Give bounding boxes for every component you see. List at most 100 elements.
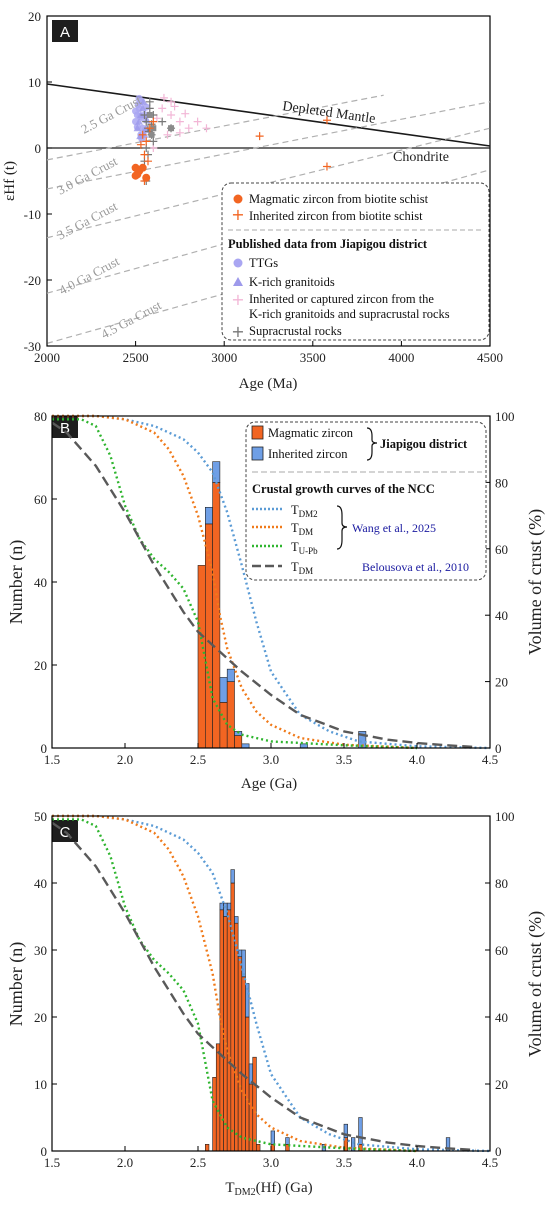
- legend-supra-marker: +: [231, 322, 244, 341]
- b-magmatic-bar-4: [226, 681, 235, 749]
- b-y2tick-label-3: 60: [495, 542, 508, 557]
- legend-b-bel-label: TDM: [291, 560, 313, 576]
- supra-box-3: [168, 125, 175, 132]
- c-inherited-bar-4: [223, 902, 228, 917]
- panel-a-ytick-label-3: 0: [35, 141, 42, 156]
- magmatic-point-4: [142, 173, 151, 182]
- panel-a-x-label: Age (Ma): [239, 376, 298, 392]
- b-xtick-label-3: 3.0: [263, 752, 279, 767]
- panel-c: C 1.5 2.0 2.5 3.0 3.5 4.0 4.501020304050020406…: [6, 809, 546, 1198]
- b-xtick-label-1: 2.0: [117, 752, 133, 767]
- legend-b-brace-1: [366, 427, 378, 461]
- panel-a-badge: [52, 20, 78, 42]
- magmatic-point-3: [138, 163, 147, 172]
- supra-point-13: [158, 117, 167, 126]
- panel-b-curves: [51, 414, 491, 750]
- legend-b-cite-belousova: Belousova et al., 2010: [362, 560, 469, 574]
- c-magmatic-bar-1: [212, 1077, 217, 1152]
- c-magmatic-bar-10: [245, 1016, 250, 1152]
- c-inherited-bar-15: [270, 1130, 275, 1145]
- c-y2tick-label-5: 100: [495, 809, 515, 824]
- legend-b-group1-label: Jiapigou district: [380, 437, 468, 451]
- b-ytick-label-3: 60: [34, 492, 47, 507]
- b-xtick-label-2: 2.5: [190, 752, 206, 767]
- inherited-point-8: [255, 132, 264, 141]
- c-magmatic-bar-2: [215, 1043, 221, 1152]
- c-ytick-label-0: 0: [41, 1144, 48, 1159]
- ttg-point-8: [135, 94, 143, 103]
- c-xtick-label-0: 1.5: [44, 1155, 60, 1170]
- legend-b-inherited-swatch: [251, 446, 264, 461]
- panel-a-legend: Magmatic zircon from biotite schist + In…: [221, 182, 490, 341]
- panel-a-xtick-label-3: 3500: [300, 350, 326, 365]
- panel-b-x-label: Age (Ga): [241, 776, 297, 792]
- captured-point-4: [167, 97, 176, 106]
- legend-captured-label-1: Inherited or captured zircon from the: [249, 292, 434, 306]
- b-magmatic-bar-0: [197, 565, 206, 749]
- legend-magmatic-marker: [233, 194, 243, 204]
- c-magmatic-bar-6: [230, 882, 235, 1152]
- legend-magmatic-label: Magmatic zircon from biotite schist: [249, 192, 429, 206]
- panel-c-bars: [205, 869, 451, 1152]
- legend-b-tdm2-label: TDM2: [291, 503, 318, 519]
- panel-c-y-label: Number (n): [6, 942, 27, 1026]
- supra-box-1: [148, 131, 155, 138]
- c-ytick-label-2: 20: [34, 1010, 47, 1025]
- b-ytick-label-1: 20: [34, 658, 47, 673]
- b-magmatic-bar-2: [212, 482, 221, 749]
- c-y2tick-label-3: 60: [495, 943, 508, 958]
- panel-c-ticks: 1.5 2.0 2.5 3.0 3.5 4.0 4.50102030405002040608…: [34, 809, 515, 1170]
- ttg-point-11: [132, 107, 140, 115]
- panel-a-ytick-label-4: 10: [28, 75, 41, 90]
- panel-c-y2-label: Volume of crust (%): [525, 911, 546, 1057]
- legend-supra-label: Supracrustal rocks: [249, 324, 342, 338]
- c-inherited-bar-7: [234, 916, 239, 924]
- depleted-mantle-line: [46, 83, 491, 147]
- panel-b-y-label: Number (n): [6, 540, 27, 624]
- panel-a-xtick-label-4: 4000: [388, 350, 414, 365]
- b-magmatic-bar-3: [219, 702, 228, 749]
- c-magmatic-bar-7: [234, 922, 239, 1152]
- b-tupb-curve: [52, 418, 418, 750]
- captured-point-8: [181, 109, 190, 118]
- b-magmatic-bar-1: [205, 523, 213, 749]
- chondrite-label: Chondrite: [393, 150, 449, 165]
- magmatic-point-5: [131, 171, 140, 180]
- panel-a-xtick-label-5: 4500: [477, 350, 503, 365]
- panel-a-ytick-label-0: -30: [24, 339, 41, 354]
- c-tdm-curve: [52, 814, 418, 1153]
- b-xtick-label-5: 4.0: [409, 752, 425, 767]
- panel-c-curves: [51, 814, 491, 1153]
- c-belousova-curve: [51, 821, 476, 1152]
- legend-b-cite-wang: Wang et al., 2025: [352, 521, 436, 535]
- b-inherited-bar-2: [212, 461, 221, 483]
- b-y2tick-label-1: 20: [495, 675, 508, 690]
- c-inherited-bar-16: [285, 1137, 290, 1145]
- c-ytick-label-5: 50: [34, 809, 47, 824]
- c-inherited-bar-5: [226, 902, 232, 911]
- c-ytick-label-4: 40: [34, 876, 47, 891]
- legend-ttg-label: TTGs: [249, 256, 278, 270]
- c-magmatic-bar-12: [252, 1056, 257, 1152]
- panel-a-xtick-label-0: 2000: [34, 350, 60, 365]
- inherited-point-5: [149, 117, 158, 126]
- c-xtick-label-5: 4.0: [409, 1155, 425, 1170]
- legend-b-group2-title: Crustal growth curves of the NCC: [252, 482, 435, 496]
- captured-point-7: [170, 102, 179, 111]
- panel-a-legend-box: [221, 182, 490, 341]
- legend-published-title: Published data from Jiapigou district: [228, 237, 428, 251]
- inherited-point-0: [138, 130, 147, 139]
- legend-kgran-marker: [233, 277, 243, 286]
- ttg-point-15: [134, 100, 142, 109]
- panel-a-ytick-label-1: -20: [24, 273, 41, 288]
- panel-b-badge: [52, 416, 78, 438]
- supra-point-5: [149, 137, 158, 146]
- captured-point-1: [167, 111, 176, 119]
- b-y2tick-label-4: 80: [495, 475, 508, 490]
- panel-a-frame: [46, 15, 491, 347]
- legend-b-magmatic-label: Magmatic zircon: [268, 426, 354, 440]
- panel-a-y-label: εHf (t): [2, 161, 18, 201]
- c-y2tick-label-2: 40: [495, 1010, 508, 1025]
- inherited-point-1: [142, 137, 151, 146]
